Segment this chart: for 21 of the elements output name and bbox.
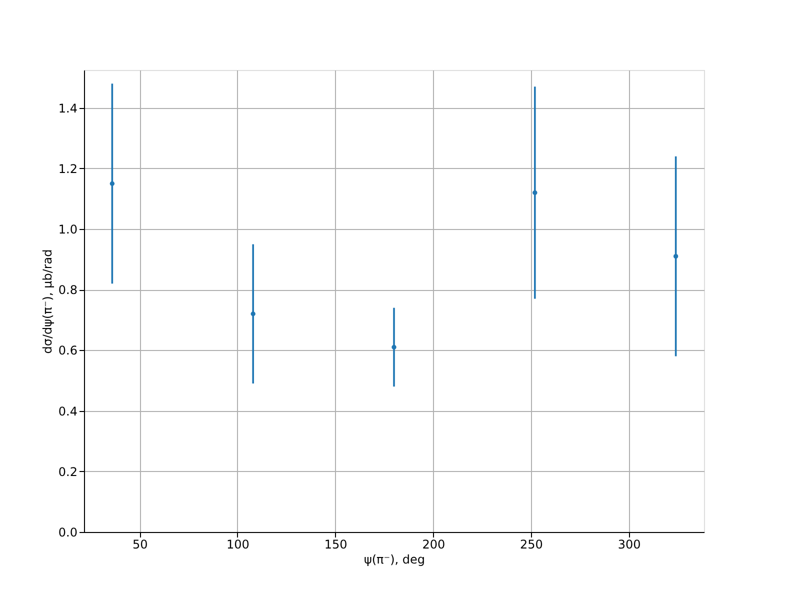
point	[392, 344, 396, 350]
x-tick-label: 300	[618, 538, 641, 552]
x-axis-title: ψ(π⁻), deg	[364, 552, 426, 566]
y-tick-label: 1.4	[58, 101, 78, 116]
x-tick-label: 250	[520, 538, 543, 552]
y-tick-label: 0.0	[58, 526, 78, 540]
point	[110, 181, 115, 186]
y-tick-label: 0.8	[58, 283, 78, 298]
point	[250, 312, 256, 316]
y-tick-label: 1.2	[58, 162, 78, 176]
x-tick-label: 200	[422, 538, 446, 552]
y-tick-label: 0.2	[58, 464, 78, 479]
y-tick-label: 1.0	[58, 222, 78, 237]
x-tick-label: 50	[132, 538, 148, 552]
y-axis-title: dσ/dψ(π⁻), μb/rad	[40, 249, 54, 354]
point	[532, 190, 538, 196]
x-tick-label: 150	[324, 538, 348, 552]
x-tick-label: 100	[226, 538, 250, 552]
point	[673, 254, 678, 259]
y-tick-label: 0.4	[58, 404, 78, 418]
y-tick-label: 0.6	[58, 344, 78, 358]
